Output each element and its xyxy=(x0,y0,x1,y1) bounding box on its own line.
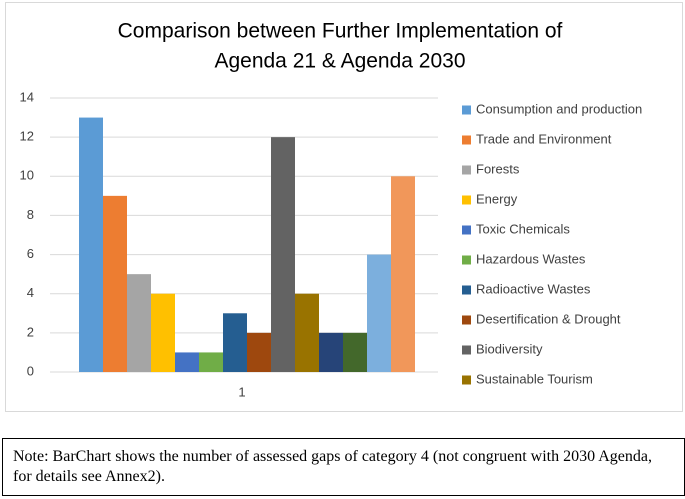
chart-title: Comparison between Further Implementatio… xyxy=(118,20,563,43)
bar xyxy=(223,313,247,372)
legend-swatch xyxy=(462,105,471,115)
legend-swatch xyxy=(462,165,471,175)
x-tick-label: 1 xyxy=(238,384,245,399)
y-tick-label: 10 xyxy=(20,168,34,183)
bar xyxy=(295,293,319,372)
legend-label: Consumption and production xyxy=(476,101,642,116)
legend-label: Radioactive Wastes xyxy=(476,281,591,296)
y-tick-label: 0 xyxy=(27,363,34,378)
bar xyxy=(343,332,367,372)
legend-label: Toxic Chemicals xyxy=(476,221,570,236)
legend-label: Desertification & Drought xyxy=(476,311,621,326)
bar xyxy=(367,254,391,372)
legend-swatch xyxy=(462,345,471,355)
legend-label: Energy xyxy=(476,191,518,206)
y-tick-label: 6 xyxy=(27,246,34,261)
legend-swatch xyxy=(462,225,471,235)
legend-swatch xyxy=(462,375,471,385)
legend-label: Forests xyxy=(476,161,520,176)
bar xyxy=(391,176,415,372)
bar xyxy=(151,293,175,372)
y-tick-label: 4 xyxy=(27,285,34,300)
y-tick-label: 12 xyxy=(20,129,34,144)
y-tick-label: 2 xyxy=(27,324,34,339)
legend-swatch xyxy=(462,135,471,145)
legend-label: Biodiversity xyxy=(476,341,543,356)
chart: Comparison between Further Implementatio… xyxy=(5,2,683,412)
bar xyxy=(271,137,295,372)
legend-swatch xyxy=(462,195,471,205)
bar xyxy=(103,195,127,372)
bar xyxy=(247,332,271,372)
legend-label: Hazardous Wastes xyxy=(476,251,586,266)
note: Note: BarChart shows the number of asses… xyxy=(2,438,685,496)
y-tick-label: 8 xyxy=(27,207,34,222)
bar xyxy=(79,117,103,372)
bar xyxy=(199,352,223,372)
chart-title: Agenda 21 & Agenda 2030 xyxy=(214,50,465,73)
legend-label: Trade and Environment xyxy=(476,131,612,146)
legend-swatch xyxy=(462,285,471,295)
legend-label: Sustainable Tourism xyxy=(476,371,593,386)
bar xyxy=(175,352,199,372)
bar xyxy=(319,332,343,372)
y-tick-label: 14 xyxy=(20,89,34,104)
legend-swatch xyxy=(462,255,471,265)
bar xyxy=(127,274,151,372)
legend-swatch xyxy=(462,315,471,325)
